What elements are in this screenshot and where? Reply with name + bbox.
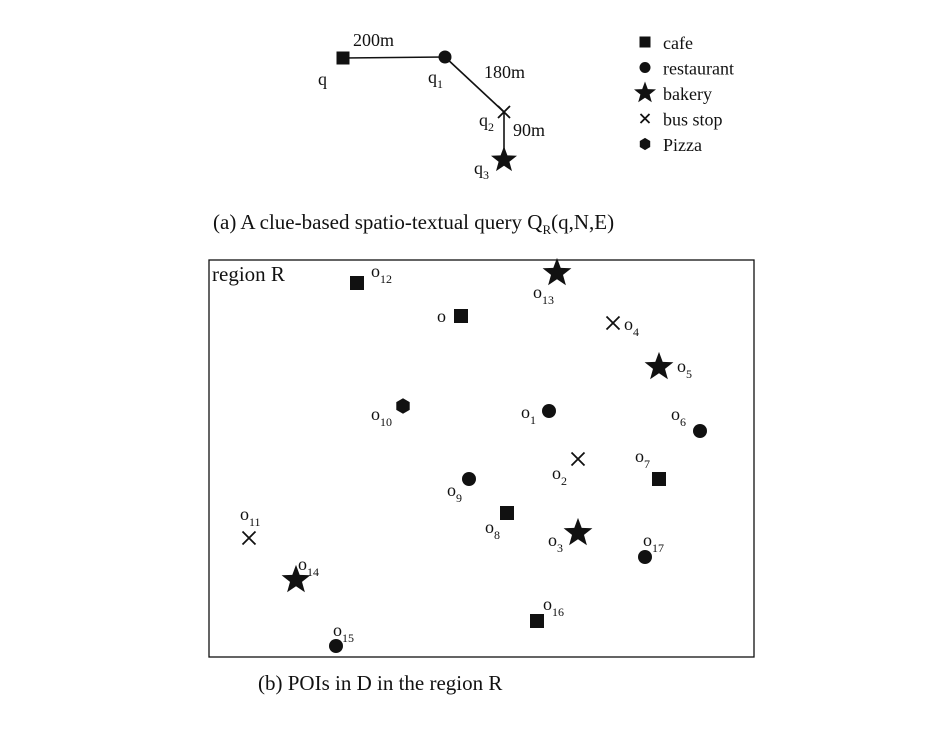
poi-label-o7: o7	[635, 446, 650, 471]
legend-label: Pizza	[663, 135, 702, 155]
poi-label-o15: o15	[333, 620, 354, 645]
poi-label-o14: o14	[298, 554, 319, 579]
query-edge-q-q1	[342, 56, 446, 59]
poi-o4-cross-icon	[605, 315, 621, 331]
legend-circle-icon	[639, 62, 651, 73]
poi-o5-star-icon	[644, 351, 674, 380]
poi-o18-square-icon	[454, 309, 468, 323]
query-node-label-q2: q2	[479, 110, 494, 134]
query-edge-q1-q2	[444, 56, 505, 113]
query-node-label-q1: q1	[428, 67, 443, 91]
legend-hexagon-icon	[639, 137, 651, 151]
legend-label: bakery	[663, 84, 712, 104]
poi-label-o10: o10	[371, 404, 392, 429]
poi-o9-circle-icon	[462, 472, 476, 486]
region-border	[208, 259, 755, 658]
poi-label-o3: o3	[548, 530, 563, 555]
legend-label: restaurant	[663, 59, 734, 79]
poi-layer: o1 o2 o3 o4 o5 o6 o7 o8 o9 o10 o11 o12 o13 o14 o15 o16 o…	[240, 257, 707, 653]
poi-o13-star-icon	[542, 257, 572, 286]
poi-label-o5: o5	[677, 356, 692, 381]
query-node-label-q: q	[318, 69, 327, 89]
poi-o6-circle-icon	[693, 424, 707, 438]
legend: cafe restaurant bakery bus stop Pizza	[634, 33, 734, 155]
region-label: region R	[212, 262, 285, 286]
query-edge-label-q-q1: 200m	[353, 30, 394, 50]
poi-o15-circle-icon	[329, 639, 343, 653]
query-node-label-q3: q3	[474, 158, 489, 182]
poi-label-o9: o9	[447, 480, 462, 505]
query-node-q1-circle-icon	[438, 50, 452, 64]
poi-label-o4: o4	[624, 314, 639, 339]
poi-o11-cross-icon	[241, 530, 257, 546]
query-node-q3-star-icon	[491, 146, 517, 172]
query-edge-label-q2-q3: 90m	[513, 120, 545, 140]
poi-label-o8: o8	[485, 517, 500, 542]
poi-o16-square-icon	[530, 614, 544, 628]
poi-o12-square-icon	[350, 276, 364, 290]
query-node-q2-cross-icon	[497, 105, 511, 119]
poi-o1-circle-icon	[542, 404, 556, 418]
poi-label-o11: o11	[240, 504, 261, 529]
query-edge-label-q1-q2: 180m	[484, 62, 525, 82]
poi-label-o17: o17	[643, 530, 664, 555]
legend-star-icon	[634, 81, 656, 103]
caption-a: (a) A clue-based spatio-textual query QR…	[213, 210, 614, 237]
poi-o7-square-icon	[652, 472, 666, 486]
poi-label-o6: o6	[671, 404, 686, 429]
poi-label-o1: o1	[521, 402, 536, 427]
poi-label-o12: o12	[371, 261, 392, 286]
caption-a-subscript: R	[542, 222, 551, 237]
poi-o10-hexagon-icon	[396, 398, 410, 414]
query-node-q-square-icon	[336, 51, 350, 65]
caption-a-prefix: (a) A clue-based spatio-textual query Q	[213, 210, 542, 234]
legend-cross-icon	[639, 113, 651, 124]
poi-o3-star-icon	[563, 517, 593, 546]
poi-o8-square-icon	[500, 506, 514, 520]
poi-label-o2: o2	[552, 463, 567, 488]
query-graph: 200m 180m 90m q q1 q2 q3	[318, 30, 545, 182]
poi-label-o16: o16	[543, 594, 564, 619]
poi-o2-cross-icon	[570, 451, 586, 467]
poi-label-o18: o	[437, 306, 446, 326]
legend-label: cafe	[663, 33, 693, 53]
caption-b: (b) POIs in D in the region R	[258, 671, 502, 695]
poi-label-o13: o13	[533, 282, 554, 307]
poi-o17-circle-icon	[638, 550, 652, 564]
legend-label: bus stop	[663, 110, 723, 130]
caption-a-suffix: (q,N,E)	[551, 210, 614, 234]
poi-o14-star-icon	[281, 564, 311, 593]
legend-square-icon	[639, 36, 651, 48]
